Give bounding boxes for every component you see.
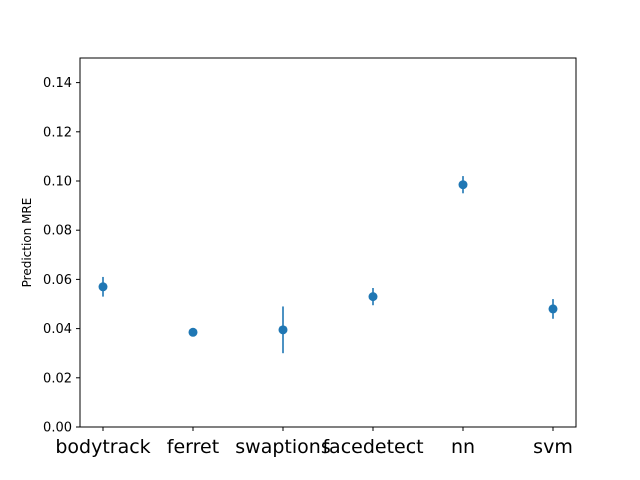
y-tick-label: 0.02 bbox=[43, 371, 72, 386]
y-tick-label: 0.10 bbox=[43, 175, 72, 190]
data-point bbox=[458, 180, 468, 190]
y-tick-label: 0.08 bbox=[43, 224, 72, 239]
y-tick-label: 0.14 bbox=[43, 76, 72, 91]
data-point bbox=[98, 282, 108, 292]
plot-area bbox=[80, 58, 576, 427]
data-point bbox=[548, 304, 558, 314]
data-series bbox=[98, 176, 558, 354]
x-tick-label: swaptions bbox=[235, 436, 330, 458]
data-point bbox=[188, 327, 198, 337]
x-tick-label: bodytrack bbox=[55, 436, 150, 458]
y-axis-label: Prediction MRE bbox=[20, 198, 34, 288]
x-tick-label: facedetect bbox=[322, 436, 423, 458]
y-tick-label: 0.12 bbox=[43, 125, 72, 140]
x-tick-label: svm bbox=[533, 436, 573, 458]
data-point bbox=[278, 325, 288, 335]
y-axis: 0.00 0.02 0.04 0.06 0.08 0.10 0.12 0.14 bbox=[43, 76, 80, 436]
plot-frame bbox=[79, 57, 577, 428]
x-tick-label: nn bbox=[451, 436, 475, 458]
data-point bbox=[368, 292, 378, 302]
y-tick-label: 0.06 bbox=[43, 273, 72, 288]
y-tick-label: 0.00 bbox=[43, 421, 72, 436]
y-tick-label: 0.04 bbox=[43, 322, 72, 337]
x-tick-label: ferret bbox=[167, 436, 219, 458]
